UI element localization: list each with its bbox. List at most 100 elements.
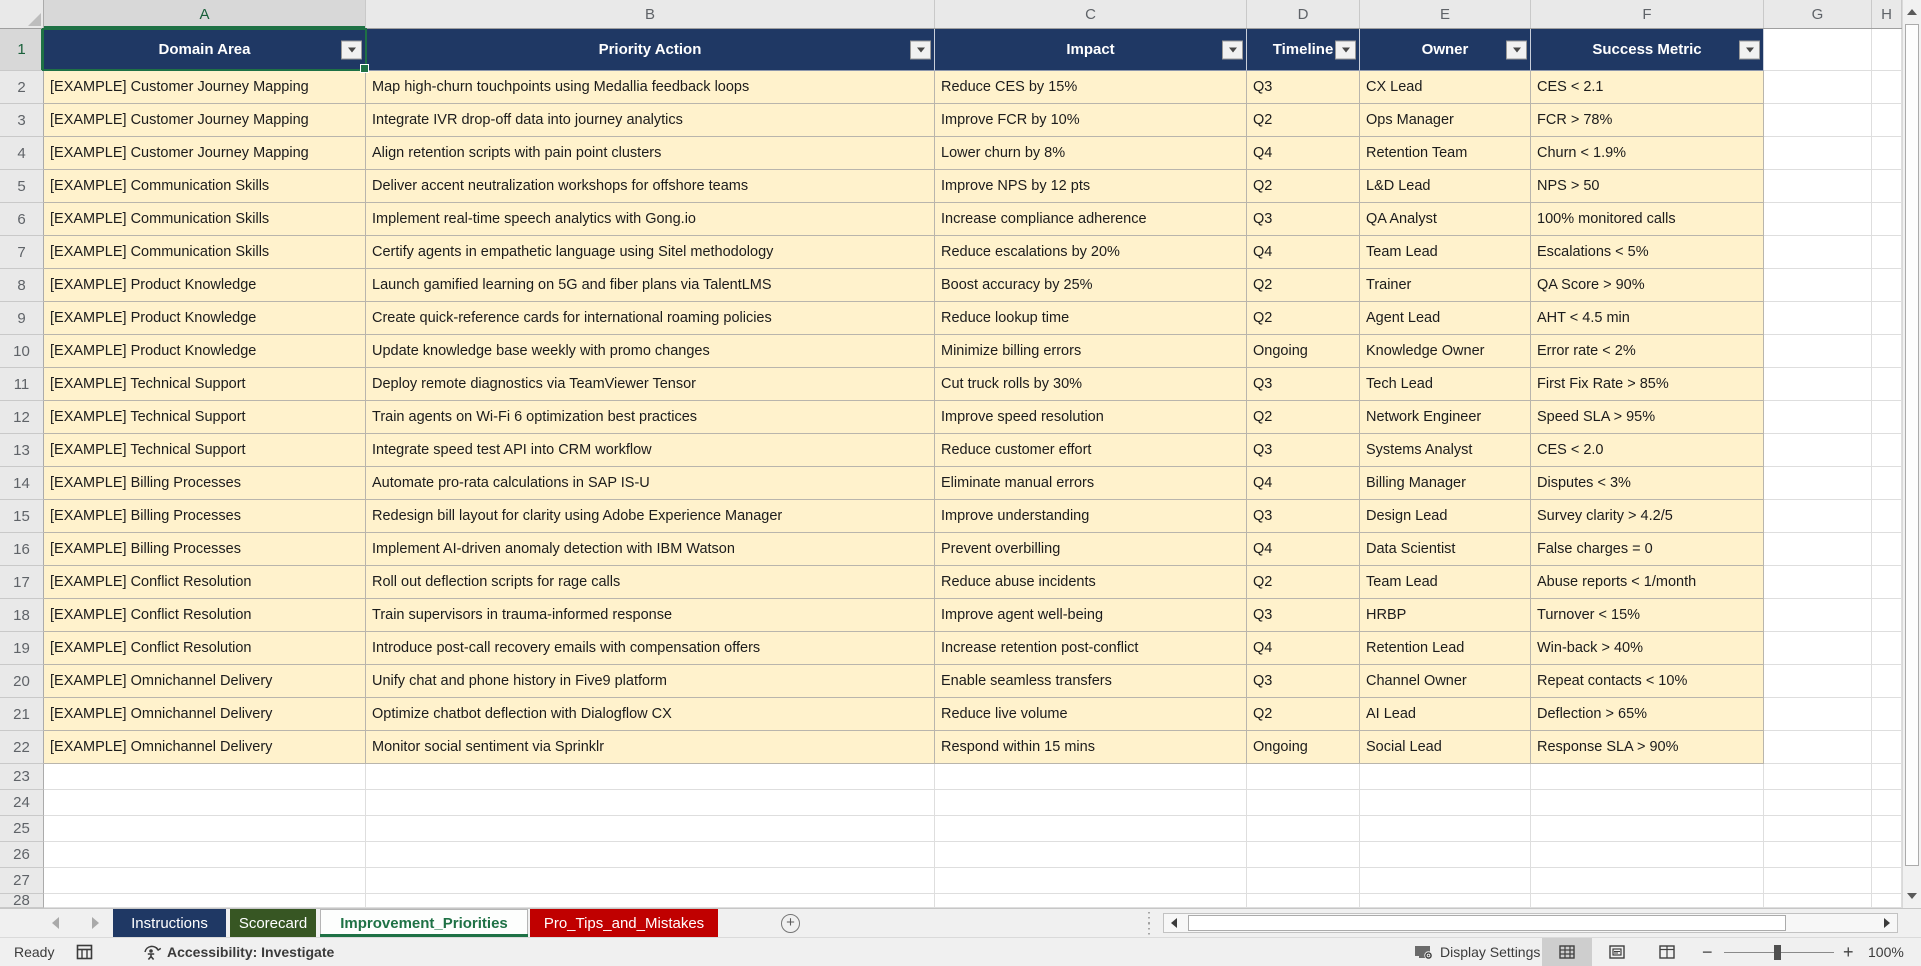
filter-button-E[interactable] (1506, 40, 1527, 59)
cell-H11[interactable] (1872, 368, 1902, 401)
cell-E12[interactable]: Network Engineer (1360, 401, 1531, 434)
row-header-10[interactable]: 10 (0, 335, 44, 368)
cell-G12[interactable] (1764, 401, 1872, 434)
cell-C14[interactable]: Eliminate manual errors (935, 467, 1247, 500)
cell-G23[interactable] (1764, 764, 1872, 790)
cell-G4[interactable] (1764, 137, 1872, 170)
cell-A24[interactable] (44, 790, 366, 816)
zoom-level-label[interactable]: 100% (1868, 944, 1904, 960)
cell-F12[interactable]: Speed SLA > 95% (1531, 401, 1764, 434)
cell-H18[interactable] (1872, 599, 1902, 632)
cell-B2[interactable]: Map high-churn touchpoints using Medalli… (366, 71, 935, 104)
cell-B25[interactable] (366, 816, 935, 842)
cell-A18[interactable]: [EXAMPLE] Conflict Resolution (44, 599, 366, 632)
cell-F8[interactable]: QA Score > 90% (1531, 269, 1764, 302)
cell-D14[interactable]: Q4 (1247, 467, 1360, 500)
cell-H5[interactable] (1872, 170, 1902, 203)
cell-B20[interactable]: Unify chat and phone history in Five9 pl… (366, 665, 935, 698)
cell-G20[interactable] (1764, 665, 1872, 698)
cell-A5[interactable]: [EXAMPLE] Communication Skills (44, 170, 366, 203)
cell-A6[interactable]: [EXAMPLE] Communication Skills (44, 203, 366, 236)
cell-F18[interactable]: Turnover < 15% (1531, 599, 1764, 632)
cell-B5[interactable]: Deliver accent neutralization workshops … (366, 170, 935, 203)
cell-D27[interactable] (1247, 868, 1360, 894)
cell-E11[interactable]: Tech Lead (1360, 368, 1531, 401)
cell-A15[interactable]: [EXAMPLE] Billing Processes (44, 500, 366, 533)
cell-G24[interactable] (1764, 790, 1872, 816)
cell-F23[interactable] (1531, 764, 1764, 790)
cell-B7[interactable]: Certify agents in empathetic language us… (366, 236, 935, 269)
row-header-21[interactable]: 21 (0, 698, 44, 731)
row-header-13[interactable]: 13 (0, 434, 44, 467)
macro-record-icon[interactable] (76, 938, 93, 966)
cell-D11[interactable]: Q3 (1247, 368, 1360, 401)
horizontal-scrollbar[interactable] (1163, 913, 1898, 933)
cell-C19[interactable]: Increase retention post-conflict (935, 632, 1247, 665)
cell-A17[interactable]: [EXAMPLE] Conflict Resolution (44, 566, 366, 599)
cell-D1[interactable]: Timeline (1247, 29, 1360, 71)
cell-B3[interactable]: Integrate IVR drop-off data into journey… (366, 104, 935, 137)
row-header-15[interactable]: 15 (0, 500, 44, 533)
cell-D12[interactable]: Q2 (1247, 401, 1360, 434)
cell-H14[interactable] (1872, 467, 1902, 500)
cell-F16[interactable]: False charges = 0 (1531, 533, 1764, 566)
cell-D6[interactable]: Q3 (1247, 203, 1360, 236)
cell-C27[interactable] (935, 868, 1247, 894)
row-header-8[interactable]: 8 (0, 269, 44, 302)
cell-A8[interactable]: [EXAMPLE] Product Knowledge (44, 269, 366, 302)
cell-A22[interactable]: [EXAMPLE] Omnichannel Delivery (44, 731, 366, 764)
cell-F25[interactable] (1531, 816, 1764, 842)
cell-A10[interactable]: [EXAMPLE] Product Knowledge (44, 335, 366, 368)
column-header-H[interactable]: H (1872, 0, 1902, 28)
cell-H21[interactable] (1872, 698, 1902, 731)
cell-B15[interactable]: Redesign bill layout for clarity using A… (366, 500, 935, 533)
cell-B12[interactable]: Train agents on Wi-Fi 6 optimization bes… (366, 401, 935, 434)
add-sheet-button[interactable]: + (781, 914, 800, 933)
row-header-24[interactable]: 24 (0, 790, 44, 816)
column-header-E[interactable]: E (1360, 0, 1531, 28)
cell-F21[interactable]: Deflection > 65% (1531, 698, 1764, 731)
cell-G2[interactable] (1764, 71, 1872, 104)
cell-G14[interactable] (1764, 467, 1872, 500)
cell-A4[interactable]: [EXAMPLE] Customer Journey Mapping (44, 137, 366, 170)
cell-G21[interactable] (1764, 698, 1872, 731)
cell-E13[interactable]: Systems Analyst (1360, 434, 1531, 467)
cell-G28[interactable] (1764, 894, 1872, 908)
cell-G18[interactable] (1764, 599, 1872, 632)
cell-A21[interactable]: [EXAMPLE] Omnichannel Delivery (44, 698, 366, 731)
cell-C7[interactable]: Reduce escalations by 20% (935, 236, 1247, 269)
cell-B24[interactable] (366, 790, 935, 816)
cell-A1[interactable]: Domain Area (44, 29, 366, 71)
row-header-22[interactable]: 22 (0, 731, 44, 764)
cell-C28[interactable] (935, 894, 1247, 908)
cell-F6[interactable]: 100% monitored calls (1531, 203, 1764, 236)
scrollbar-resize-grip[interactable]: ⋮ ⋮ (1142, 909, 1156, 936)
row-header-16[interactable]: 16 (0, 533, 44, 566)
cell-E16[interactable]: Data Scientist (1360, 533, 1531, 566)
column-header-B[interactable]: B (366, 0, 935, 28)
cell-H8[interactable] (1872, 269, 1902, 302)
cell-B11[interactable]: Deploy remote diagnostics via TeamViewer… (366, 368, 935, 401)
cell-B19[interactable]: Introduce post-call recovery emails with… (366, 632, 935, 665)
cell-C11[interactable]: Cut truck rolls by 30% (935, 368, 1247, 401)
cell-A12[interactable]: [EXAMPLE] Technical Support (44, 401, 366, 434)
cell-D10[interactable]: Ongoing (1247, 335, 1360, 368)
row-header-27[interactable]: 27 (0, 868, 44, 894)
cell-C26[interactable] (935, 842, 1247, 868)
cell-H16[interactable] (1872, 533, 1902, 566)
row-header-9[interactable]: 9 (0, 302, 44, 335)
cell-A28[interactable] (44, 894, 366, 908)
cell-E18[interactable]: HRBP (1360, 599, 1531, 632)
cell-B4[interactable]: Align retention scripts with pain point … (366, 137, 935, 170)
cell-F17[interactable]: Abuse reports < 1/month (1531, 566, 1764, 599)
cell-B22[interactable]: Monitor social sentiment via Sprinklr (366, 731, 935, 764)
cell-H22[interactable] (1872, 731, 1902, 764)
cell-E7[interactable]: Team Lead (1360, 236, 1531, 269)
cell-E9[interactable]: Agent Lead (1360, 302, 1531, 335)
cell-D16[interactable]: Q4 (1247, 533, 1360, 566)
cell-B21[interactable]: Optimize chatbot deflection with Dialogf… (366, 698, 935, 731)
cell-G3[interactable] (1764, 104, 1872, 137)
cell-F22[interactable]: Response SLA > 90% (1531, 731, 1764, 764)
row-header-23[interactable]: 23 (0, 764, 44, 790)
row-header-6[interactable]: 6 (0, 203, 44, 236)
